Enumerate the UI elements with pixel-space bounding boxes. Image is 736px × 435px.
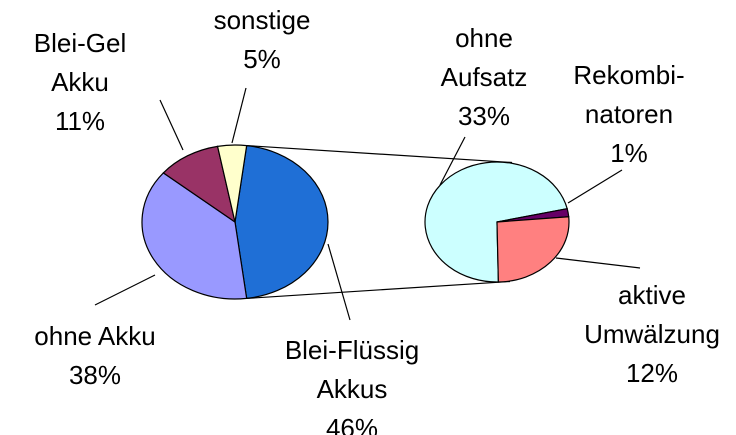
leader-line <box>159 99 184 151</box>
category-label: ohne Akku <box>34 321 155 351</box>
category-label: aktive Umwälzung <box>584 280 720 349</box>
leader-line <box>94 274 156 306</box>
value-label: 5% <box>243 44 281 74</box>
category-label: sonstige <box>214 5 311 35</box>
category-label: Blei-Flüssig Akkus <box>285 335 419 404</box>
leader-line <box>327 243 351 321</box>
leader-line <box>231 87 247 144</box>
connector-line <box>246 145 513 164</box>
leader-line <box>567 169 623 204</box>
category-label: ohne Aufsatz <box>441 23 528 92</box>
connector-line <box>246 280 511 299</box>
leader-line <box>555 257 641 269</box>
value-label: 46% <box>326 413 378 435</box>
value-label: 38% <box>69 360 121 390</box>
value-label: 12% <box>626 358 678 388</box>
pie-slice <box>234 144 329 300</box>
category-label: Blei-Gel Akku <box>34 28 126 97</box>
pie-slice <box>141 172 248 300</box>
value-label: 1% <box>610 138 648 168</box>
value-label: 33% <box>458 101 510 131</box>
value-label: 11% <box>55 106 105 136</box>
category-label: Rekombi-natoren <box>573 60 684 129</box>
pie-slice <box>216 144 248 223</box>
pie-slice <box>496 216 570 283</box>
leader-line <box>439 136 466 186</box>
